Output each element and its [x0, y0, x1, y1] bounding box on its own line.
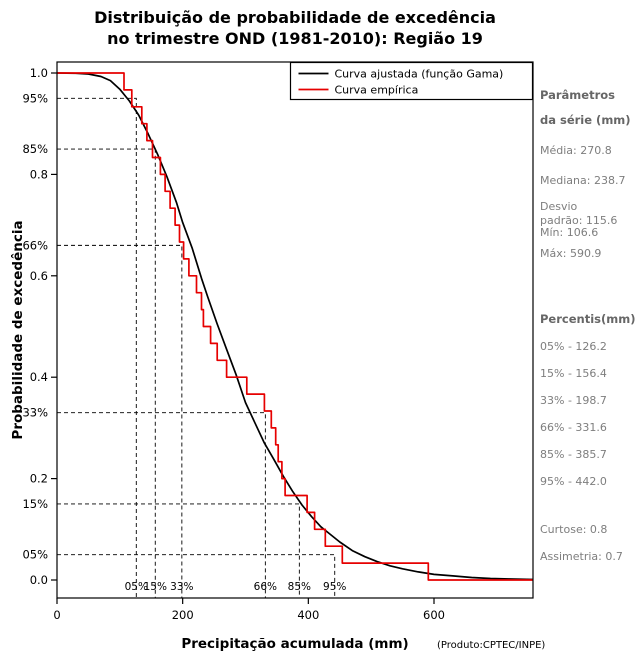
y-tick-label: 0.6 — [30, 269, 48, 283]
percentile-guide-85% — [57, 503, 300, 598]
product-note: (Produto:CPTEC/INPE) — [437, 640, 546, 651]
percentile-guide-95% — [57, 554, 336, 598]
chart-title-line1: Distribuição de probabilidade de excedên… — [94, 8, 496, 27]
x-tick-label: 400 — [297, 608, 319, 622]
y-tick-label: 0.2 — [30, 472, 48, 486]
percentile-15: 15% - 156.4 — [540, 367, 607, 380]
percentile-guide-66% — [57, 412, 266, 598]
y-exceedance-label-95%: 95% — [22, 91, 48, 105]
x-percentile-label-85%: 85% — [288, 581, 311, 593]
x-percentile-label-95%: 95% — [323, 581, 346, 593]
legend-label-1: Curva empírica — [335, 84, 419, 97]
y-tick-label: 0.0 — [30, 573, 48, 587]
empirical-curve — [57, 72, 533, 581]
percentile-33: 33% - 198.7 — [540, 394, 607, 407]
y-exceedance-label-85%: 85% — [22, 142, 48, 156]
chart-title-line2: no trimestre OND (1981-2010): Região 19 — [107, 28, 483, 48]
x-tick-label: 0 — [53, 608, 60, 622]
stat-desvio-padrao: Desvio padrão: 115.6 — [540, 200, 618, 227]
chart-title: Distribuição de probabilidade de excedên… — [0, 8, 590, 50]
stat-mediana: Mediana: 238.7 — [540, 174, 626, 187]
percentile-95: 95% - 442.0 — [540, 475, 607, 488]
y-axis-title: Probabilidade de excedência — [10, 220, 26, 440]
x-percentile-label-33%: 33% — [170, 581, 193, 593]
y-exceedance-label-33%: 33% — [22, 406, 48, 420]
plot-border — [56, 61, 534, 599]
y-tick-label: 0.8 — [30, 167, 48, 181]
percentile-66: 66% - 331.6 — [540, 421, 607, 434]
stat-min: Mín: 106.6 — [540, 226, 599, 239]
legend-label-0: Curva ajustada (função Gama) — [335, 68, 504, 81]
percentile-guide-15% — [57, 148, 156, 598]
params-header-line1: Parâmetros — [540, 88, 616, 102]
y-exceedance-label-15%: 15% — [22, 497, 48, 511]
params-header-line2: da série (mm) — [540, 113, 631, 127]
percentiles-header: Percentis(mm) — [540, 312, 636, 326]
x-percentile-label-15%: 15% — [144, 581, 167, 593]
x-axis-title: Precipitação acumulada (mm) — [181, 636, 409, 652]
stat-max: Máx: 590.9 — [540, 247, 602, 260]
y-tick-label: 0.4 — [30, 370, 48, 384]
x-percentile-label-05%: 05% — [125, 581, 148, 593]
stat-media: Média: 270.8 — [540, 144, 612, 157]
percentile-85: 85% - 385.7 — [540, 448, 607, 461]
legend-box — [289, 61, 534, 101]
percentile-guide-05% — [57, 97, 137, 598]
y-exceedance-label-66%: 66% — [22, 238, 48, 252]
y-exceedance-label-05%: 05% — [22, 548, 48, 562]
x-percentile-label-66%: 66% — [254, 581, 277, 593]
percentile-05: 05% - 126.2 — [540, 340, 607, 353]
stat-assimetria: Assimetria: 0.7 — [540, 550, 623, 563]
y-tick-label: 1.0 — [30, 66, 48, 80]
percentile-guide-33% — [57, 244, 183, 598]
x-tick-label: 200 — [172, 608, 194, 622]
stat-curtose: Curtose: 0.8 — [540, 523, 608, 536]
fitted-gamma-curve — [56, 72, 533, 581]
x-tick-label: 600 — [423, 608, 445, 622]
